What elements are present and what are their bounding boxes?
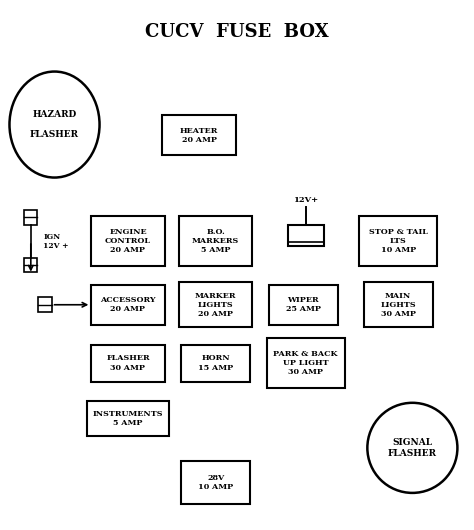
FancyBboxPatch shape (24, 258, 37, 272)
Text: 28V
10 AMP: 28V 10 AMP (198, 474, 233, 491)
Text: WIPER
25 AMP: WIPER 25 AMP (286, 296, 321, 313)
Text: ENGINE
CONTROL
20 AMP: ENGINE CONTROL 20 AMP (105, 228, 151, 254)
FancyBboxPatch shape (86, 402, 170, 436)
FancyBboxPatch shape (364, 282, 432, 327)
Text: IGN
12V +: IGN 12V + (43, 233, 69, 250)
Text: INSTRUMENTS
5 AMP: INSTRUMENTS 5 AMP (93, 410, 163, 427)
FancyBboxPatch shape (288, 225, 323, 246)
Text: HORN
15 AMP: HORN 15 AMP (198, 355, 233, 372)
Text: PARK & BACK
UP LIGHT
30 AMP: PARK & BACK UP LIGHT 30 AMP (273, 350, 338, 376)
FancyBboxPatch shape (181, 461, 250, 504)
FancyBboxPatch shape (179, 282, 252, 327)
FancyBboxPatch shape (24, 210, 37, 225)
FancyBboxPatch shape (359, 216, 437, 266)
Ellipse shape (9, 72, 100, 178)
Ellipse shape (367, 403, 457, 493)
Text: MAIN
LIGHTS
30 AMP: MAIN LIGHTS 30 AMP (380, 292, 416, 318)
Text: MARKER
LIGHTS
20 AMP: MARKER LIGHTS 20 AMP (195, 292, 237, 318)
FancyBboxPatch shape (266, 338, 345, 388)
Text: STOP & TAIL
LTS
10 AMP: STOP & TAIL LTS 10 AMP (369, 228, 428, 254)
FancyBboxPatch shape (91, 344, 165, 382)
Text: HEATER
20 AMP: HEATER 20 AMP (180, 127, 218, 144)
Text: SIGNAL
FLASHER: SIGNAL FLASHER (388, 438, 437, 457)
Text: CUCV  FUSE  BOX: CUCV FUSE BOX (145, 23, 329, 41)
Text: B.O.
MARKERS
5 AMP: B.O. MARKERS 5 AMP (192, 228, 239, 254)
FancyBboxPatch shape (179, 216, 252, 266)
FancyBboxPatch shape (91, 285, 165, 324)
FancyBboxPatch shape (91, 216, 165, 266)
Text: HAZARD

FLASHER: HAZARD FLASHER (30, 110, 79, 139)
FancyBboxPatch shape (38, 297, 52, 312)
Text: FLASHER
30 AMP: FLASHER 30 AMP (106, 355, 150, 372)
FancyBboxPatch shape (162, 116, 236, 155)
FancyBboxPatch shape (181, 344, 250, 382)
FancyBboxPatch shape (269, 285, 337, 324)
Text: 12V+: 12V+ (293, 196, 319, 204)
Text: ACCESSORY
20 AMP: ACCESSORY 20 AMP (100, 296, 156, 313)
